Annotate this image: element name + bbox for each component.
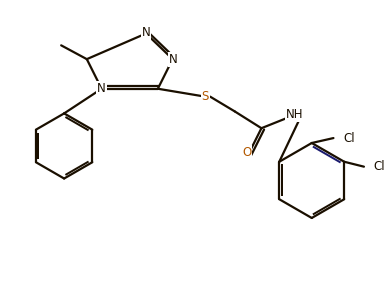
Text: N: N [142,26,151,39]
Text: O: O [242,146,251,159]
Text: N: N [97,82,106,95]
Text: S: S [201,90,209,103]
Text: Cl: Cl [343,132,355,144]
Text: NH: NH [286,108,304,121]
Text: Cl: Cl [374,160,386,173]
Text: N: N [169,53,178,66]
